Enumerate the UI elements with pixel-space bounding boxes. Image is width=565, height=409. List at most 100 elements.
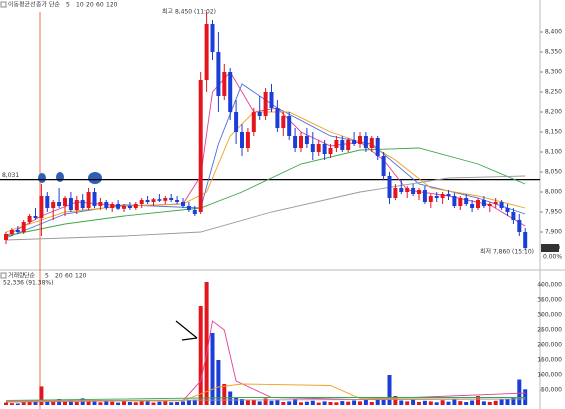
volume-average [5,320,526,403]
candle-body [39,196,44,218]
volume-bar [216,360,221,405]
candle-body [169,198,174,200]
volume-bar [299,402,303,405]
moving-average [5,175,526,241]
volume-bar [358,401,362,405]
y-tick-label: 200,000 [537,342,562,349]
candle-body [293,136,298,148]
candle-body [310,144,315,152]
legend-item: 5 [66,2,70,9]
candle-body [86,192,91,208]
candle-body [127,206,132,208]
candle-body [257,112,262,116]
volume-bar [222,384,227,405]
volume-bar [263,398,268,405]
candle-body [334,140,339,148]
candle-body [51,202,56,208]
volume-bar [139,400,144,405]
volume-bar [499,399,504,405]
volume-bar [133,402,138,405]
candle-body [216,52,221,96]
volume-bar [399,400,404,405]
y-tick-label: 300,000 [537,312,562,319]
volume-bar [240,399,244,405]
volume-bar [417,402,421,405]
volume-average [5,398,526,402]
volume-bar [387,375,392,405]
volume-bar [352,400,357,405]
legend-title: 이동평균선 [8,1,36,9]
volume-bar [464,402,469,405]
volume-bar [275,400,280,405]
candle-body [133,204,138,208]
arrow-line [181,337,198,341]
volume-bar [163,400,168,405]
annotation-arrow [175,320,198,341]
volume-bar [175,402,180,405]
candle-body [281,116,286,128]
candle-body [45,196,50,208]
candle-body [181,202,185,206]
legend-item: 10 [76,2,84,9]
candle-body [222,72,227,96]
legend-item: 20 [86,2,94,9]
legend-item: 120 [106,2,118,9]
y-tick-label: 7,900 [545,229,562,236]
candle-body [346,140,351,150]
volume-bar [458,401,463,405]
y-tick-label: 8,000 [545,189,562,196]
signal-marker [38,173,46,183]
y-tick-label: 8,300 [545,69,562,76]
candle-body [299,136,303,148]
candle-body [33,216,38,218]
volume-bar [157,401,162,405]
volume-bar [98,402,103,405]
volume-bar [493,400,498,405]
volume-bar [304,401,309,405]
candle-body [363,136,368,148]
candle-body [240,132,244,148]
volume-bar [369,402,374,405]
candle-body [523,232,528,248]
volume-bar [181,401,185,405]
volume-bar [234,397,239,405]
candle-body [110,204,115,208]
price-label: 7,860 [543,245,560,252]
y-tick-label: 8,350 [545,49,562,56]
volume-bar [186,400,191,405]
legend-item: 60 [65,273,73,280]
candle-body [198,80,203,212]
y-tick-label: 8,200 [545,109,562,116]
volume-average [5,383,526,402]
candle-body [470,204,475,208]
candle-body [192,210,197,214]
volume-bar [517,379,522,405]
volume-bar [228,391,233,405]
volume-bar [169,402,174,405]
candle-body [505,208,510,212]
volume-bar [334,402,339,405]
y-tick-label: 100,000 [537,372,562,379]
candle-body [104,202,109,208]
volume-bar [21,402,26,405]
volume-bar [487,402,492,405]
volume-bar [505,399,510,405]
volume-bar [452,399,457,405]
volume-bar [381,397,386,405]
candle-body [157,199,162,201]
candle-body [4,234,8,240]
volume-bar [293,399,298,405]
candle-body [63,198,67,206]
volume-bar [322,401,327,405]
candle-body [9,230,14,234]
volume-status: 52,336 (91.38%) [3,280,53,287]
candle-body [263,92,268,116]
candle-body [511,212,516,220]
volume-bar [39,386,44,405]
volume-bar [192,399,197,405]
candle-body [481,200,486,206]
candle-body [175,200,180,202]
volume-bar [45,400,50,405]
volume-bar [210,333,215,405]
